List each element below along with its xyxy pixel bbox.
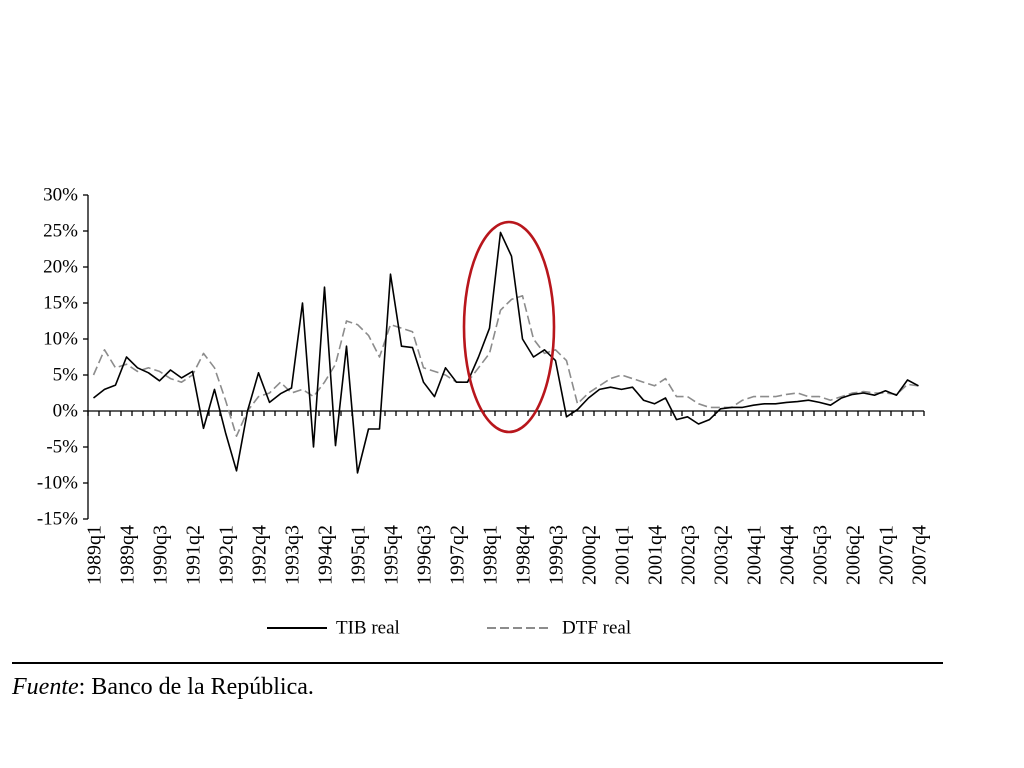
x-tick-label: 1989q4	[117, 525, 139, 585]
x-tick-label: 2001q4	[645, 525, 667, 585]
x-tick-label: 2004q4	[777, 525, 799, 585]
source-note: Fuente: Banco de la República.	[11, 674, 314, 700]
source-label: Fuente	[11, 674, 79, 700]
source-text: : Banco de la República.	[79, 674, 314, 700]
y-tick-label: -10%	[37, 473, 78, 494]
x-tick-label: 2005q3	[810, 525, 832, 585]
x-tick-label: 1996q3	[414, 525, 436, 585]
highlight-ellipse	[462, 220, 556, 434]
series-lines	[92, 231, 919, 474]
x-tick-label: 2000q2	[579, 525, 601, 585]
x-tick-label: 1995q4	[381, 525, 403, 585]
x-tick-label: 1989q1	[84, 525, 106, 585]
x-tick-label: 1999q3	[546, 525, 568, 585]
series-line-tib-real	[93, 231, 919, 474]
x-tick-label: 2001q1	[612, 525, 634, 585]
series-line-dtf-real	[92, 295, 919, 437]
x-axis-labels: 1989q1 1989q4 1990q3 1991q2 1992q1 1992q4 1993…	[84, 525, 931, 585]
legend-label-tib-real: TIB real	[336, 618, 400, 639]
x-tick-label: 1998q4	[513, 525, 535, 585]
x-tick-label: 1995q1	[348, 525, 370, 585]
x-tick-label: 1991q2	[183, 525, 205, 585]
x-tick-label: 1998q1	[480, 525, 502, 585]
x-tick-label: 1994q2	[315, 525, 337, 585]
x-tick-label: 2002q3	[678, 525, 700, 585]
legend-label-dtf-real: DTF real	[562, 618, 631, 639]
x-tick-label: 1992q4	[249, 525, 271, 585]
x-tick-label: 1997q2	[447, 525, 469, 585]
y-tick-label: -15%	[37, 509, 78, 530]
x-tick-label: 1990q3	[150, 525, 172, 585]
x-tick-label: 2004q1	[744, 525, 766, 585]
y-tick-label: 30%	[43, 185, 78, 206]
y-tick-label: 20%	[43, 257, 78, 278]
y-tick-label: 25%	[43, 221, 78, 242]
x-tick-label: 1992q1	[216, 525, 238, 585]
x-tick-label: 1993q3	[282, 525, 304, 585]
y-tick-label: 5%	[53, 365, 79, 386]
x-axis-ticks	[87, 411, 925, 416]
x-tick-label: 2007q1	[876, 525, 898, 585]
x-tick-label: 2003q2	[711, 525, 733, 585]
legend: TIB real DTF real	[267, 618, 631, 639]
y-tick-label: -5%	[46, 437, 78, 458]
y-tick-label: 10%	[43, 329, 78, 350]
x-tick-label: 2006q2	[843, 525, 865, 585]
y-tick-label: 15%	[43, 293, 78, 314]
y-tick-label: 0%	[53, 401, 79, 422]
x-tick-label: 2007q4	[909, 525, 931, 585]
y-axis-ticks: 30% 25% 20% 15% 10% 5% 0% -5% -10% -15%	[37, 185, 88, 530]
